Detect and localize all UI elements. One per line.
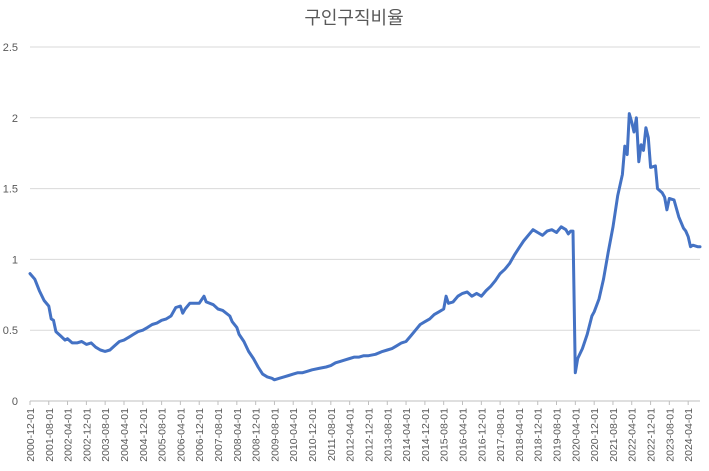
y-tick-label: 2	[12, 113, 18, 125]
x-tick-label: 2021-08-01	[608, 408, 620, 462]
x-tick-label: 2020-12-01	[589, 408, 601, 462]
y-tick-label: 2.5	[3, 42, 18, 54]
x-tick-label: 2001-08-01	[44, 408, 56, 462]
gridlines	[30, 46, 700, 331]
chart-title: 구인구직비율	[304, 8, 403, 29]
x-tick-label: 2018-12-01	[533, 408, 545, 462]
x-tick-label: 2022-04-01	[627, 408, 639, 462]
x-tick-label: 2014-12-01	[420, 408, 432, 462]
x-tick-label: 2022-12-01	[646, 408, 658, 462]
x-tick-label: 2019-08-01	[552, 408, 564, 462]
x-tick-label: 2016-04-01	[458, 408, 470, 462]
x-tick-label: 2006-04-01	[175, 408, 187, 462]
x-tick-label: 2020-04-01	[570, 408, 582, 462]
y-tick-label: 1	[12, 254, 18, 266]
x-axis-tick-labels: 2000-12-01 2001-08-01 2002-04-01 2002-12-01…	[25, 401, 695, 462]
x-tick-label: 2018-04-01	[514, 408, 526, 462]
x-tick-label: 2010-12-01	[307, 408, 319, 462]
x-tick-label: 2008-04-01	[232, 408, 244, 462]
x-tick-label: 2007-08-01	[213, 408, 225, 462]
x-tick-label: 2015-08-01	[439, 408, 451, 462]
series-line-0	[28, 112, 702, 382]
x-tick-label: 2000-12-01	[25, 408, 37, 462]
x-tick-label: 2005-08-01	[157, 408, 169, 462]
x-tick-label: 2023-08-01	[664, 408, 676, 462]
x-tick-label: 2006-12-01	[194, 408, 206, 462]
x-tick-label: 2004-04-01	[119, 408, 131, 462]
x-tick-label: 2013-08-01	[382, 408, 394, 462]
x-tick-label: 2016-12-01	[476, 408, 488, 462]
y-axis-tick-labels: 0 0.5 1 1.5 2 2.5	[3, 42, 18, 408]
x-tick-label: 2024-04-01	[683, 408, 695, 462]
x-tick-label: 2002-12-01	[81, 408, 93, 462]
x-tick-label: 2012-04-01	[345, 408, 357, 462]
x-tick-label: 2014-04-01	[401, 408, 413, 462]
x-tick-label: 2004-12-01	[138, 408, 150, 462]
x-tick-label: 2017-08-01	[495, 408, 507, 462]
series-group	[28, 112, 702, 382]
y-tick-label: 1.5	[3, 184, 18, 196]
x-tick-label: 2009-08-01	[269, 408, 281, 462]
x-tick-label: 2002-04-01	[63, 408, 75, 462]
x-tick-label: 2011-08-01	[326, 408, 338, 461]
x-tick-label: 2008-12-01	[251, 408, 263, 462]
x-tick-label: 2010-04-01	[288, 408, 300, 462]
y-tick-label: 0	[12, 396, 18, 408]
y-tick-label: 0.5	[3, 325, 18, 337]
x-tick-label: 2012-12-01	[364, 408, 376, 462]
x-tick-label: 2003-08-01	[100, 408, 112, 462]
